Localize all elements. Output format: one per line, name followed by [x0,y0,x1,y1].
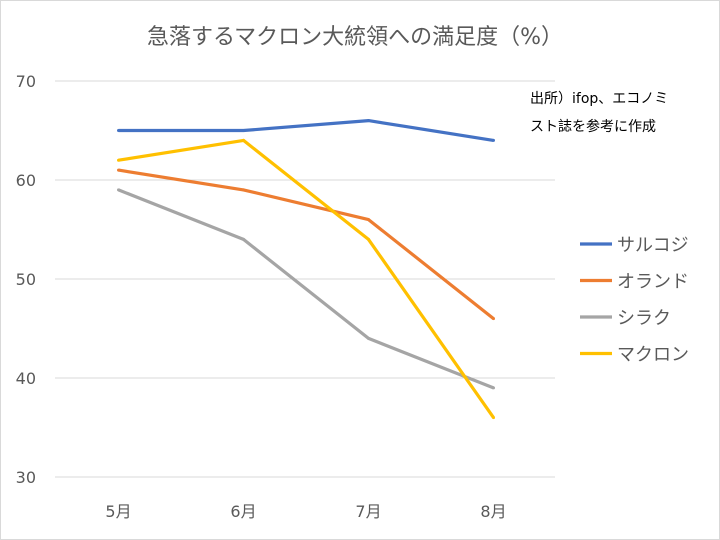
source-note-line-2: スト誌を参考に作成 [530,118,656,135]
y-tick-label: 70 [16,72,36,91]
x-tick-label: 5月 [105,502,131,521]
data-point [117,188,120,192]
data-point [492,138,495,142]
y-tick-label: 60 [16,171,36,190]
data-point [117,158,120,162]
data-point [117,129,120,132]
data-point [117,168,120,172]
data-point [242,188,245,192]
data-point [492,416,495,420]
series-line [118,118,494,142]
source-note-line-1: 出所）ifop、エコノミ [530,91,668,107]
legend-label: マクロン [617,345,689,366]
x-tick-label: 6月 [230,502,256,521]
legend-label: サルコジ [617,235,689,256]
x-tick-label: 8月 [480,502,506,521]
y-tick-label: 40 [16,369,36,388]
data-point [242,237,245,241]
data-point [367,237,370,241]
x-tick-label: 7月 [355,502,381,521]
data-point [242,138,245,142]
series-line [118,168,495,320]
data-point [242,129,245,132]
data-point [367,119,370,123]
y-tick-label: 30 [16,468,36,487]
data-point [492,317,495,321]
series-line [117,188,495,390]
legend-label: シラク [617,308,671,329]
legend-label: オランド [617,272,689,293]
data-point [492,386,495,390]
data-point [367,218,370,222]
y-tick-label: 50 [16,270,36,289]
chart-title: 急落するマクロン大統領への満足度（%） [147,25,563,50]
data-point [367,336,370,340]
series-line [118,138,495,419]
